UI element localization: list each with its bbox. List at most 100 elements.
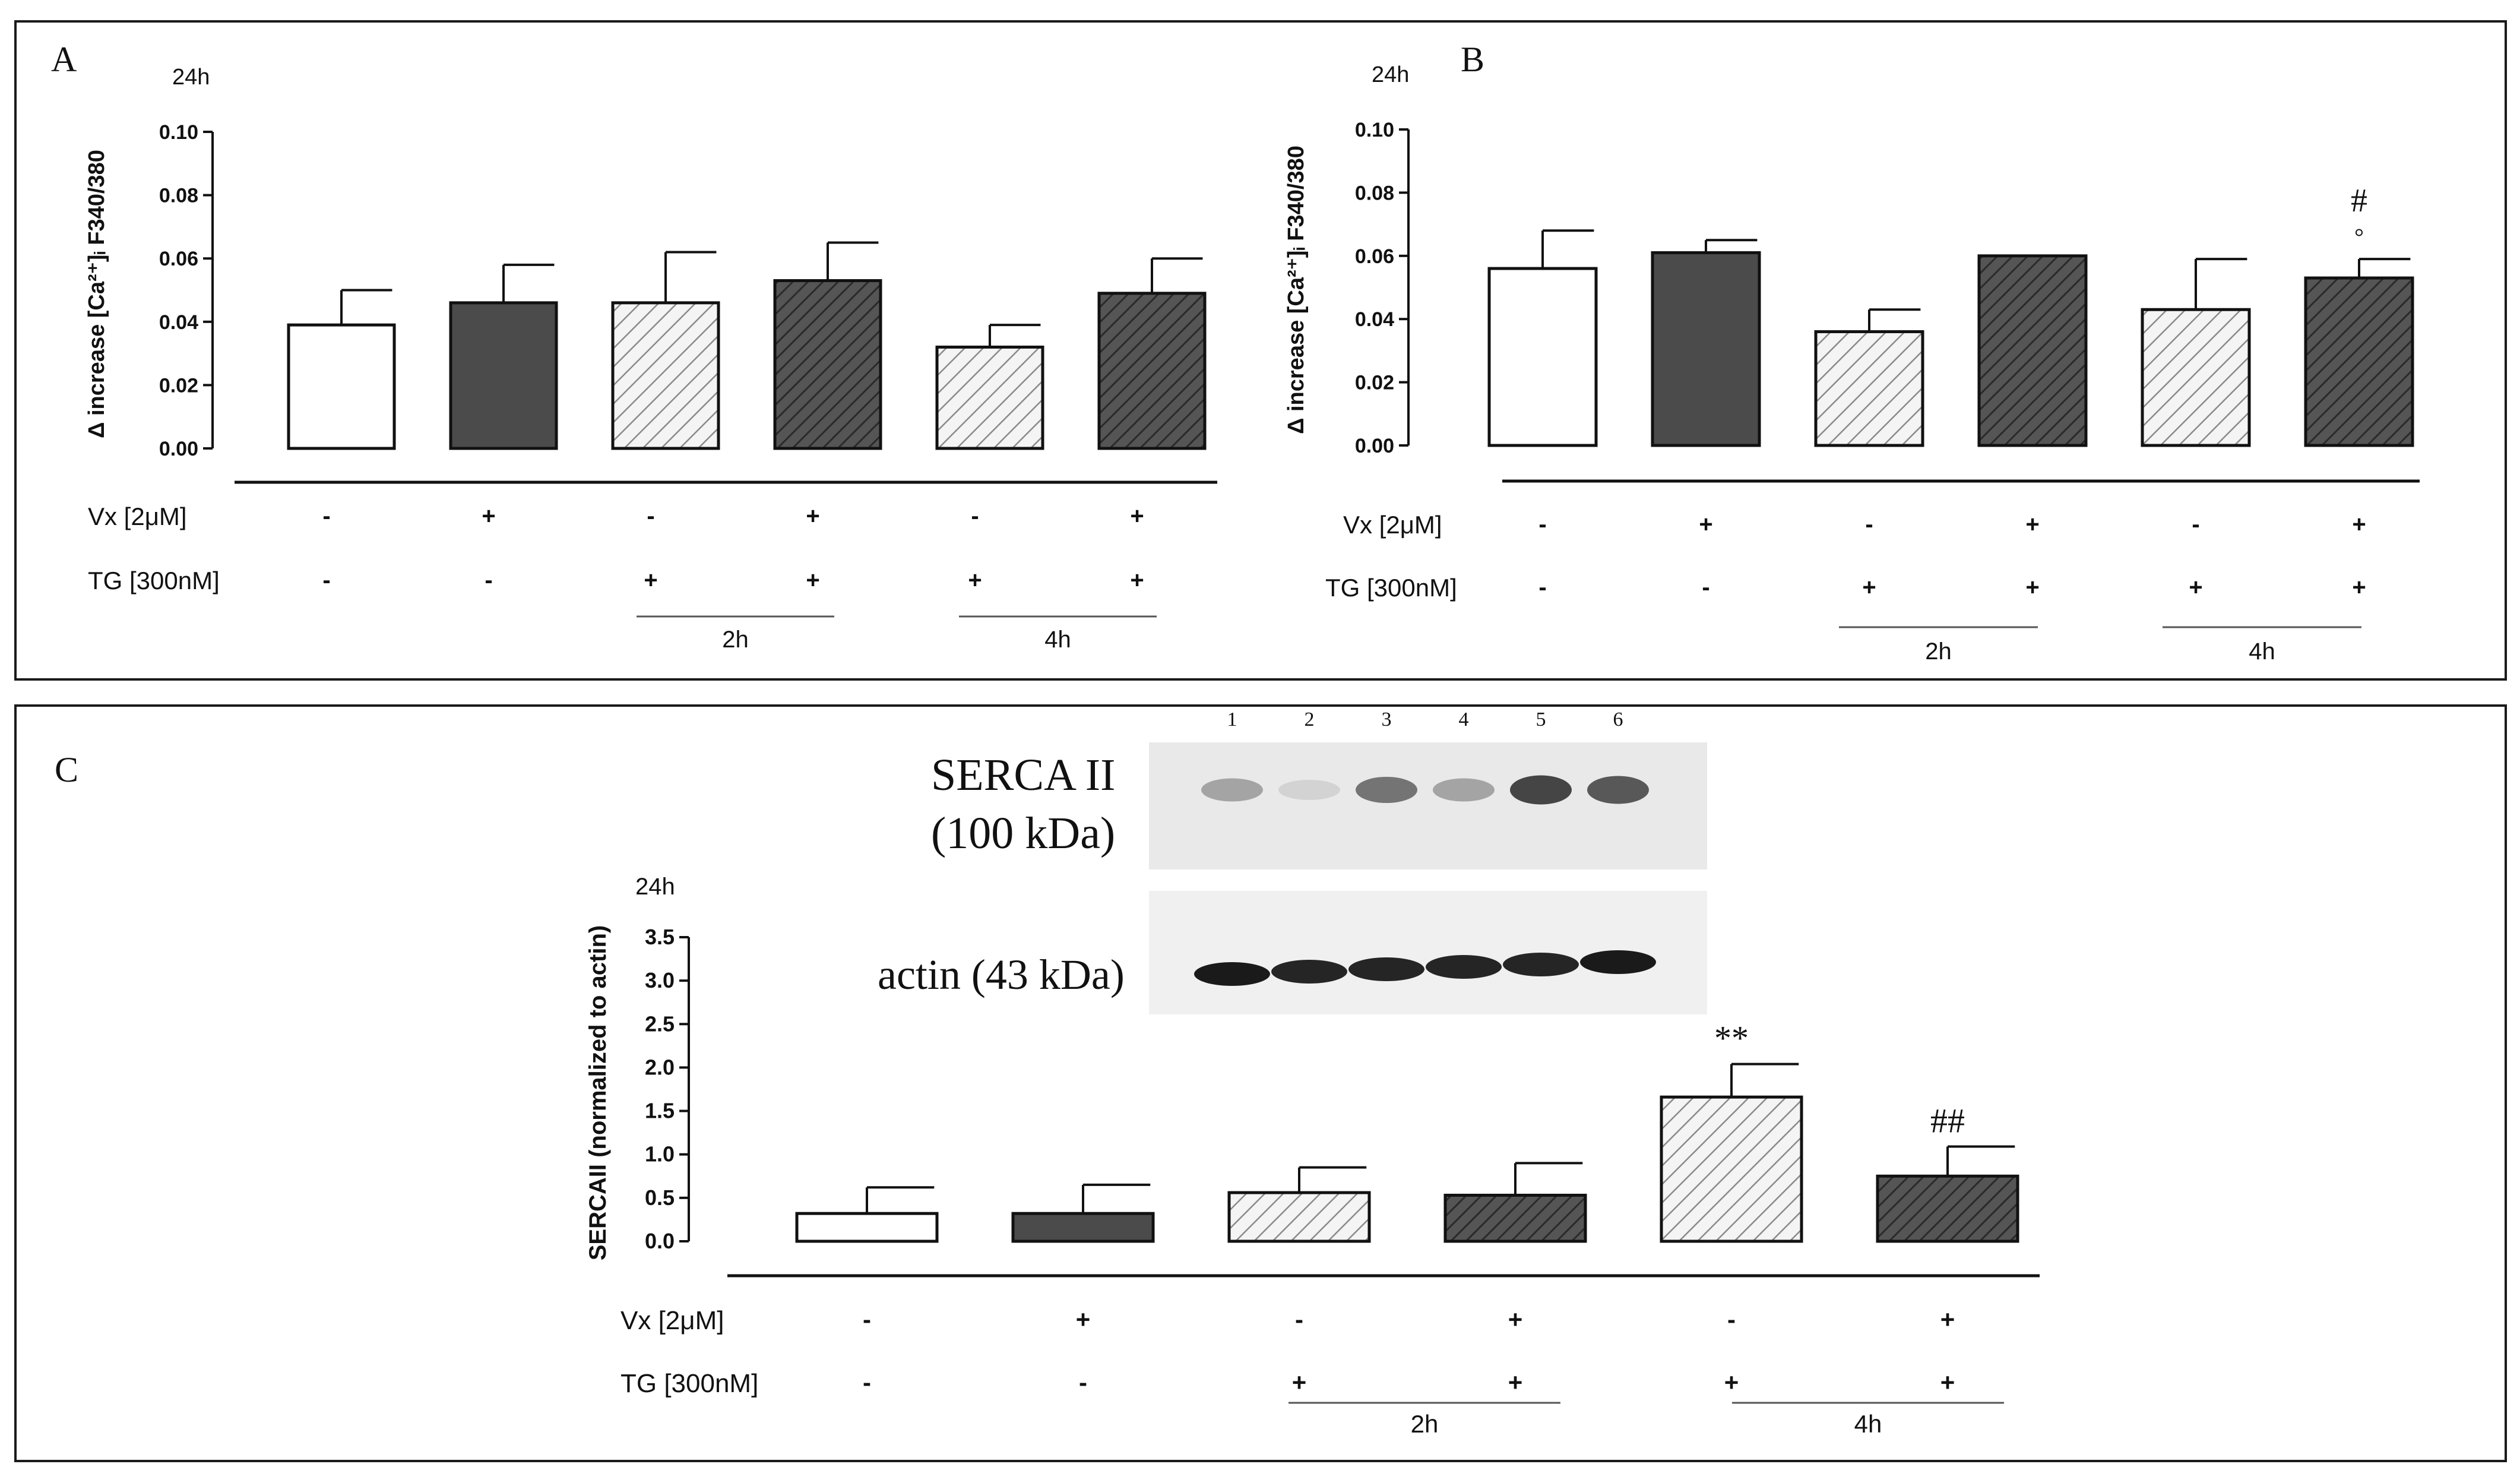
vx-sign: - — [1865, 511, 1873, 537]
bar — [1876, 1174, 2019, 1243]
actin-band — [1426, 955, 1502, 979]
panel-label-c: C — [55, 750, 78, 789]
y-tick-label: 2.0 — [645, 1055, 675, 1079]
y-axis-label: Δ increase [Ca²⁺]ᵢ F340/380 — [1284, 146, 1309, 434]
actin-band — [1580, 950, 1656, 974]
bar — [1487, 267, 1598, 447]
tg-sign: + — [2189, 574, 2202, 600]
chart-title: 24h — [635, 874, 675, 900]
vx-sign: - — [322, 503, 330, 529]
bar — [1660, 1095, 1803, 1243]
bar — [935, 345, 1044, 450]
tg-sign: + — [1724, 1368, 1739, 1396]
vx-sign: + — [1508, 1305, 1523, 1333]
y-tick-label: 0.02 — [159, 374, 198, 397]
tg-sign: + — [2352, 574, 2366, 600]
vx-sign: + — [2025, 511, 2039, 537]
tg-sign: - — [863, 1368, 871, 1396]
actin-band — [1348, 957, 1424, 981]
tg-sign: + — [968, 567, 982, 593]
tg-sign: - — [1538, 574, 1546, 600]
actin-band — [1271, 960, 1347, 984]
tg-sign: + — [1292, 1368, 1307, 1396]
vx-sign: + — [1130, 503, 1144, 529]
y-tick-label: 2.5 — [645, 1011, 675, 1036]
vx-row-label: Vx [2μM] — [1343, 511, 1442, 539]
tg-sign: + — [644, 567, 657, 593]
tg-sign: - — [485, 567, 492, 593]
tg-sign: + — [1862, 574, 1876, 600]
tg-row-label: TG [300nM] — [88, 567, 220, 595]
y-tick-label: 3.0 — [645, 968, 675, 992]
serca-band — [1510, 775, 1572, 805]
serca-blot-image — [1149, 742, 1707, 869]
tg-sign: + — [806, 567, 819, 593]
tg-sign: - — [1702, 574, 1709, 600]
panel-a-b-frame — [14, 20, 2507, 681]
bar — [449, 301, 558, 450]
serca-label: SERCA II — [931, 750, 1115, 800]
y-axis-label: Δ increase [Ca²⁺]ᵢ F340/380 — [84, 150, 109, 438]
chart-a: 24h 0.00 0.02 0.04 0.06 0.08 0.10 Δ increase [C… — [84, 65, 1217, 653]
vx-sign: + — [482, 503, 495, 529]
significance-marker: ## — [1930, 1102, 1965, 1140]
group-label: 4h — [2249, 638, 2275, 665]
bar — [1011, 1212, 1155, 1243]
vx-sign: + — [2352, 511, 2366, 537]
lane-number: 4 — [1459, 709, 1469, 731]
actin-band — [1194, 962, 1270, 986]
vx-sign: - — [863, 1305, 871, 1333]
y-tick-label: 3.5 — [645, 925, 675, 949]
y-axis-label: SERCAII (normalized to actin) — [585, 925, 611, 1261]
significance-marker-top: # — [2351, 182, 2367, 219]
group-label: 2h — [1411, 1410, 1439, 1438]
chart-b: 24h 0.00 0.02 0.04 0.06 0.08 0.10 Δ increase [C… — [1284, 62, 2420, 665]
chart-title: 24h — [172, 65, 210, 90]
tg-row-label: TG [300nM] — [620, 1369, 758, 1398]
group-label: 2h — [1925, 638, 1952, 665]
group-label: 2h — [722, 627, 749, 653]
y-tick-label: 0.06 — [1355, 245, 1394, 268]
bar — [1977, 254, 2088, 447]
lane-number: 5 — [1536, 709, 1546, 731]
western-blot: 1 2 3 4 5 6 SERCA II (100 kDa) actin (43 kDa) — [878, 709, 1707, 1014]
serca-band — [1201, 778, 1263, 802]
bar — [773, 279, 882, 450]
bar — [1097, 292, 1207, 450]
vx-sign: + — [1940, 1305, 1955, 1333]
bar — [1227, 1191, 1371, 1243]
chart-title: 24h — [1372, 62, 1409, 87]
serca-kda-label: (100 kDa) — [931, 808, 1115, 858]
lane-number: 6 — [1613, 709, 1623, 731]
vx-row-label: Vx [2μM] — [620, 1306, 724, 1335]
y-tick-label: 1.0 — [645, 1142, 675, 1166]
actin-label: actin (43 kDa) — [878, 951, 1125, 998]
tg-sign: + — [1130, 567, 1144, 593]
vx-sign: - — [1727, 1305, 1736, 1333]
panel-label-a: A — [51, 40, 77, 79]
tg-sign: + — [2025, 574, 2039, 600]
y-tick-label: 0.10 — [1355, 119, 1394, 141]
bar — [1443, 1193, 1587, 1243]
y-tick-label: 0.0 — [645, 1229, 675, 1253]
panel-label-b: B — [1461, 40, 1484, 79]
y-tick-label: 0.04 — [1355, 308, 1394, 331]
y-tick-label: 0.02 — [1355, 372, 1394, 394]
tg-sign: - — [322, 567, 330, 593]
lane-number: 2 — [1305, 709, 1315, 731]
vx-sign: - — [2192, 511, 2199, 537]
group-label: 4h — [1044, 627, 1071, 653]
tg-sign: - — [1079, 1368, 1087, 1396]
significance-marker: ° — [2354, 223, 2364, 250]
chart-c: 24h 0.0 0.5 1.0 1.5 2.0 2.5 3.0 3.5 SERCAII (norm… — [585, 874, 2040, 1438]
vx-sign: - — [647, 503, 654, 529]
lane-number: 3 — [1382, 709, 1392, 731]
y-tick-label: 0.5 — [645, 1185, 675, 1210]
significance-marker: ** — [1714, 1019, 1749, 1058]
vx-sign: - — [1538, 511, 1546, 537]
serca-band — [1356, 777, 1417, 803]
vx-sign: + — [1076, 1305, 1091, 1333]
serca-band — [1278, 780, 1340, 800]
actin-band — [1503, 953, 1579, 976]
tg-row-label: TG [300nM] — [1325, 574, 1457, 602]
